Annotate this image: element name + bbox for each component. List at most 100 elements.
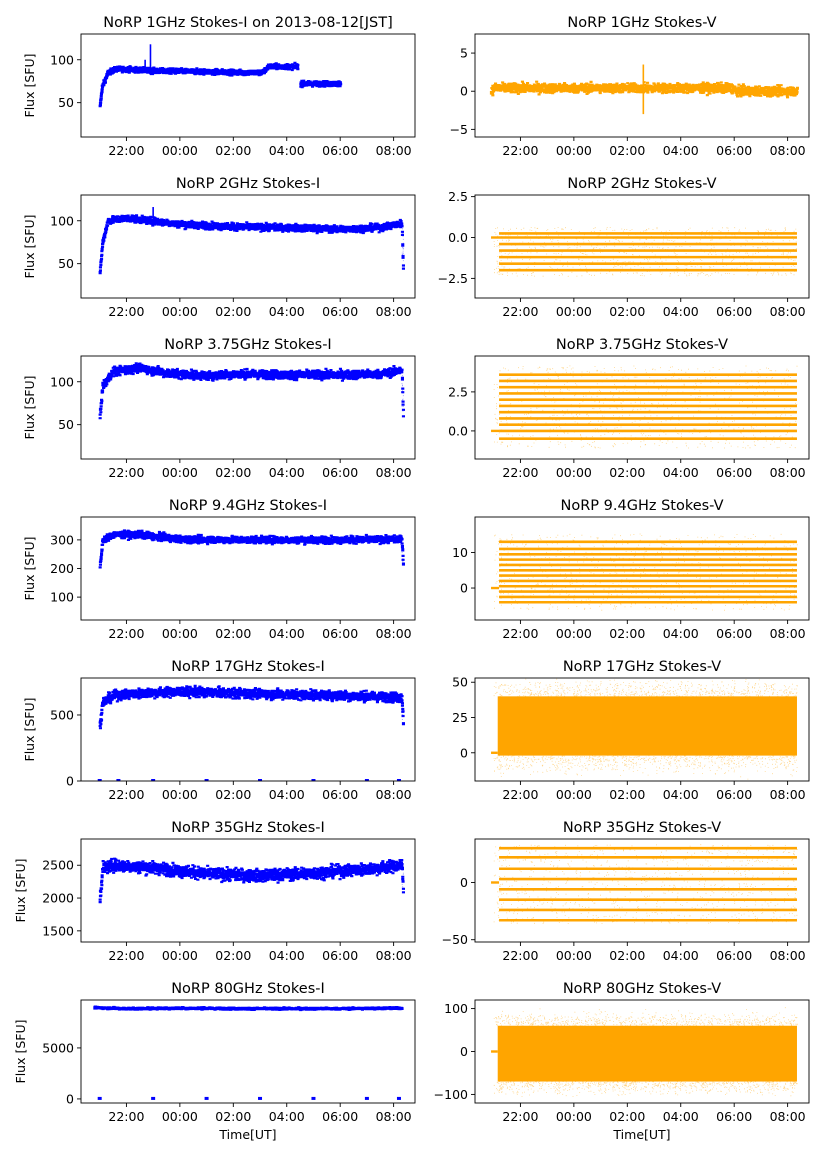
stokes-i-trace: [98, 529, 405, 569]
x-tick-label: 22:00: [502, 787, 538, 802]
y-tick-label: 0: [66, 774, 74, 789]
stokes-i-trace: [98, 857, 405, 904]
stokes-i-trace: [98, 214, 405, 275]
y-axis-label: Flux [SFU]: [22, 215, 37, 279]
x-tick-label: 00:00: [162, 948, 198, 963]
panel-v6: NoRP 35GHz Stokes-V 22:00 00:00 02:00 04:00 0…: [442, 820, 810, 963]
data-series-i7: [93, 1005, 404, 1100]
x-axis-label: Time[UT]: [218, 1127, 276, 1142]
x-tick-label: 08:00: [376, 787, 412, 802]
x-tick-label: 08:00: [770, 626, 806, 641]
axes-frame: [474, 194, 810, 299]
scatter-noise: [493, 227, 797, 277]
panel-i7: NoRP 80GHz Stokes-I 22:00 00:00 02:00 04:00 0…: [13, 981, 416, 1142]
x-tick-label: 22:00: [502, 304, 538, 319]
x-tick-label: 04:00: [663, 143, 699, 158]
data-series-v7: [491, 1007, 798, 1097]
x-tick-label: 02:00: [215, 1109, 251, 1124]
y-tick-label: 1500: [42, 923, 74, 938]
y-axis-label: Flux [SFU]: [22, 54, 37, 118]
x-tick-label: 22:00: [108, 787, 144, 802]
panel-v5: NoRP 17GHz Stokes-V 22:00 00:00 02:00 04:00 0…: [452, 659, 810, 802]
y-tick-label: 100: [444, 1001, 468, 1016]
stokes-i-trace: [98, 684, 405, 730]
x-tick-label: 06:00: [716, 948, 752, 963]
axes-frame: [80, 194, 416, 299]
x-tick-label: 08:00: [770, 1109, 806, 1124]
y-tick-label: 300: [50, 532, 74, 547]
panel-v1: NoRP 1GHz Stokes-V 22:00 00:00 02:00 04:00 06…: [450, 15, 810, 158]
panel-title: NoRP 3.75GHz Stokes-I: [164, 337, 331, 353]
x-tick-label: 06:00: [322, 465, 358, 480]
axes-frame: [474, 838, 810, 943]
stokes-v-band: [497, 696, 797, 756]
y-tick-label: 200: [50, 561, 74, 576]
x-tick-label: 04:00: [269, 465, 305, 480]
panel-i6: NoRP 35GHz Stokes-I 22:00 00:00 02:00 04:00 0…: [13, 820, 416, 963]
y-tick-label: 50: [58, 95, 74, 110]
x-tick-label: 00:00: [162, 1109, 198, 1124]
y-axis-label: Flux [SFU]: [22, 376, 37, 440]
x-tick-label: 00:00: [162, 465, 198, 480]
panel-title: NoRP 35GHz Stokes-V: [563, 820, 721, 836]
panel-i1: NoRP 1GHz Stokes-I on 2013-08-12[JST] 22:…: [22, 15, 416, 158]
x-tick-label: 04:00: [663, 626, 699, 641]
axes-frame: [80, 33, 416, 138]
x-tick-label: 06:00: [716, 1109, 752, 1124]
x-tick-label: 02:00: [609, 143, 645, 158]
x-tick-label: 02:00: [609, 304, 645, 319]
x-tick-label: 02:00: [215, 626, 251, 641]
x-tick-label: 22:00: [502, 948, 538, 963]
x-tick-label: 04:00: [269, 1109, 305, 1124]
y-tick-label: 0.0: [448, 423, 468, 438]
y-tick-label: 0: [460, 875, 468, 890]
y-tick-label: 50: [58, 417, 74, 432]
panel-title: NoRP 35GHz Stokes-I: [171, 820, 325, 836]
panel-v2: NoRP 2GHz Stokes-V 22:00 00:00 02:00 04:00 06…: [438, 176, 810, 319]
panel-title: NoRP 9.4GHz Stokes-V: [561, 498, 724, 514]
y-tick-label: 100: [50, 52, 74, 67]
panel-v4: NoRP 9.4GHz Stokes-V 22:00 00:00 02:00 04:00…: [452, 498, 810, 641]
x-tick-label: 02:00: [215, 465, 251, 480]
x-tick-label: 00:00: [162, 143, 198, 158]
panel-title: NoRP 80GHz Stokes-I: [171, 981, 325, 997]
x-tick-label: 00:00: [556, 465, 592, 480]
x-tick-label: 00:00: [556, 143, 592, 158]
dropout-marker: [204, 779, 209, 781]
y-tick-label: 100: [50, 590, 74, 605]
x-tick-label: 06:00: [716, 787, 752, 802]
x-tick-label: 22:00: [502, 626, 538, 641]
dropout-marker: [116, 779, 121, 781]
x-tick-label: 22:00: [108, 948, 144, 963]
outlier-points: [401, 228, 404, 262]
x-tick-label: 00:00: [556, 787, 592, 802]
data-series-i4: [98, 529, 405, 569]
panel-title: NoRP 17GHz Stokes-V: [563, 659, 721, 675]
data-series-v1: [489, 64, 799, 115]
stokes-i-trace: [98, 362, 405, 420]
panel-title: NoRP 9.4GHz Stokes-I: [169, 498, 327, 514]
x-tick-label: 02:00: [609, 787, 645, 802]
panel-i3: NoRP 3.75GHz Stokes-I 22:00 00:00 02:00 04:0…: [22, 337, 416, 480]
x-tick-label: 22:00: [502, 1109, 538, 1124]
x-tick-label: 04:00: [663, 948, 699, 963]
dropout-marker: [97, 779, 102, 781]
x-tick-label: 08:00: [376, 626, 412, 641]
x-tick-label: 06:00: [716, 465, 752, 480]
x-tick-label: 02:00: [609, 1109, 645, 1124]
x-tick-label: 04:00: [663, 787, 699, 802]
x-tick-label: 08:00: [770, 465, 806, 480]
stokes-i-trace: [93, 1005, 404, 1012]
outlier-points: [401, 698, 404, 720]
panel-title: NoRP 17GHz Stokes-I: [171, 659, 325, 675]
y-axis-label: Flux [SFU]: [13, 1020, 28, 1084]
y-tick-label: 2500: [42, 858, 74, 873]
dropout-marker: [364, 1096, 369, 1100]
x-tick-label: 08:00: [770, 304, 806, 319]
y-tick-label: 0: [66, 1091, 74, 1106]
axes-frame: [474, 355, 810, 460]
y-tick-label: 100: [50, 374, 74, 389]
x-tick-label: 06:00: [716, 626, 752, 641]
x-tick-label: 02:00: [609, 626, 645, 641]
outlier-points: [401, 372, 404, 412]
